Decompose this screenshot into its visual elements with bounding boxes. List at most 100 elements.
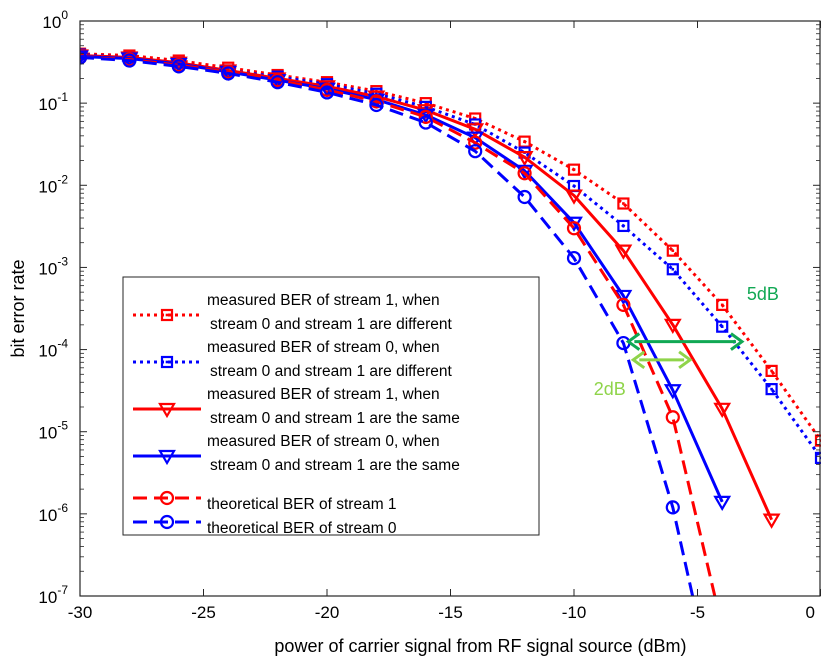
- triangle-marker: [663, 384, 682, 400]
- x-tick-label: -25: [191, 603, 216, 622]
- legend-label: measured BER of stream 1, when: [207, 292, 440, 309]
- triangle-marker: [466, 123, 485, 139]
- circle-marker: [221, 66, 236, 81]
- annotations: 5dB 2dB: [594, 284, 779, 399]
- marker-center-dot: [720, 325, 724, 328]
- marker-center-dot: [622, 202, 625, 205]
- marker-center-dot: [622, 224, 625, 228]
- legend: measured BER of stream 1, when stream 0 a…: [122, 276, 540, 537]
- y-tick-label: 100: [42, 8, 68, 32]
- circle-marker: [468, 135, 483, 150]
- circle-marker: [665, 500, 680, 515]
- circle-marker: [418, 109, 433, 125]
- annotation-2dB: 2dB: [594, 350, 693, 399]
- legend-entry-4: measured BER of stream 0, when stream 0 a…: [133, 433, 460, 474]
- marker-center-dot: [424, 101, 428, 105]
- circle-marker: [319, 85, 335, 100]
- triangle-marker: [713, 402, 732, 418]
- annotation-label: 5dB: [747, 284, 779, 304]
- triangle-marker: [663, 318, 682, 335]
- y-tick-label: 10-5: [38, 419, 68, 443]
- square-marker: [666, 263, 679, 276]
- circle-marker: [80, 50, 88, 65]
- annotation-5dB: 5dB: [625, 284, 779, 351]
- triangle-marker: [713, 495, 732, 512]
- circle-marker: [171, 59, 186, 74]
- circle-marker: [468, 144, 483, 159]
- square-marker: [617, 219, 630, 233]
- square-marker: [567, 163, 581, 176]
- triangle-marker: [614, 244, 633, 260]
- x-tick-label: -20: [315, 603, 340, 622]
- circle-marker: [369, 97, 384, 113]
- square-marker: [160, 355, 174, 369]
- circle-marker: [616, 297, 631, 312]
- y-tick-label: 10-6: [38, 501, 68, 525]
- y-tick-label: 10-2: [38, 172, 68, 196]
- x-tick-label: -5: [690, 603, 705, 622]
- square-marker: [666, 244, 679, 257]
- marker-center-dot: [165, 360, 169, 364]
- legend-label: theoretical BER of stream 1: [207, 496, 397, 513]
- circle-marker: [517, 166, 532, 181]
- legend-entry-3: measured BER of stream 1, when stream 0 a…: [133, 386, 460, 427]
- square-marker: [160, 308, 174, 322]
- legend-entry-5: theoretical BER of stream 1: [133, 490, 397, 513]
- axes-frame: [79, 20, 821, 597]
- arrow-head-right: [678, 350, 693, 370]
- marker-center-dot: [572, 168, 576, 171]
- y-tick-label: 10-4: [38, 337, 68, 361]
- square-marker: [765, 364, 778, 377]
- legend-box: [122, 276, 540, 536]
- circle-marker: [566, 250, 582, 266]
- triangle-marker: [762, 513, 781, 529]
- square-marker: [765, 383, 778, 396]
- triangle-marker: [565, 189, 583, 205]
- marker-center-dot: [523, 140, 526, 143]
- square-marker: [617, 197, 630, 210]
- marker-center-dot: [671, 249, 675, 252]
- x-axis-label: power of carrier signal from RF signal s…: [274, 636, 686, 656]
- arrow-head-left: [625, 332, 641, 351]
- x-tick-labels: -30 -25 -20 -15 -10 -5 0: [68, 603, 815, 622]
- triangle-marker: [158, 402, 176, 419]
- legend-label: measured BER of stream 1, when: [207, 386, 440, 403]
- y-tick-label: 10-7: [38, 583, 68, 607]
- series-layer: [80, 47, 821, 596]
- circle-marker: [517, 189, 532, 205]
- series-6: [80, 50, 695, 596]
- legend-label: stream 0 and stream 1 are different: [210, 363, 453, 380]
- circle-marker: [122, 53, 137, 68]
- marker-center-dot: [770, 387, 773, 391]
- marker-center-dot: [572, 184, 576, 188]
- arrow-head-left: [630, 350, 646, 370]
- square-marker: [814, 434, 821, 447]
- y-axis-label: bit error rate: [8, 259, 28, 357]
- y-tick-labels: 100 10-1 10-2 10-3 10-4 10-5 10-6 10-7: [38, 8, 68, 607]
- circle-marker: [665, 410, 680, 425]
- y-tick-label: 10-1: [38, 90, 68, 114]
- x-tick-label: -30: [68, 603, 93, 622]
- legend-label: stream 0 and stream 1 are the same: [210, 410, 460, 427]
- legend-label: stream 0 and stream 1 are different: [210, 316, 453, 333]
- x-tick-label: 0: [806, 603, 815, 622]
- annotation-label: 2dB: [594, 379, 626, 399]
- legend-entry-2: measured BER of stream 0, when stream 0 a…: [133, 339, 453, 380]
- legend-label: measured BER of stream 0, when: [207, 339, 440, 356]
- x-tick-label: -15: [438, 603, 463, 622]
- series-line: [80, 53, 821, 459]
- legend-label: theoretical BER of stream 0: [207, 520, 397, 537]
- x-tick-label: -10: [562, 603, 587, 622]
- y-tick-label: 10-3: [38, 254, 68, 278]
- square-marker: [716, 298, 729, 311]
- triangle-marker: [515, 151, 534, 167]
- legend-entry-1: measured BER of stream 1, when stream 0 a…: [133, 292, 453, 333]
- legend-entry-6: theoretical BER of stream 0: [133, 514, 397, 537]
- marker-center-dot: [165, 313, 169, 317]
- legend-label: measured BER of stream 0, when: [207, 433, 440, 450]
- marker-center-dot: [671, 267, 675, 271]
- circle-marker: [418, 115, 433, 130]
- marker-center-dot: [720, 303, 724, 307]
- circle-marker: [566, 221, 582, 236]
